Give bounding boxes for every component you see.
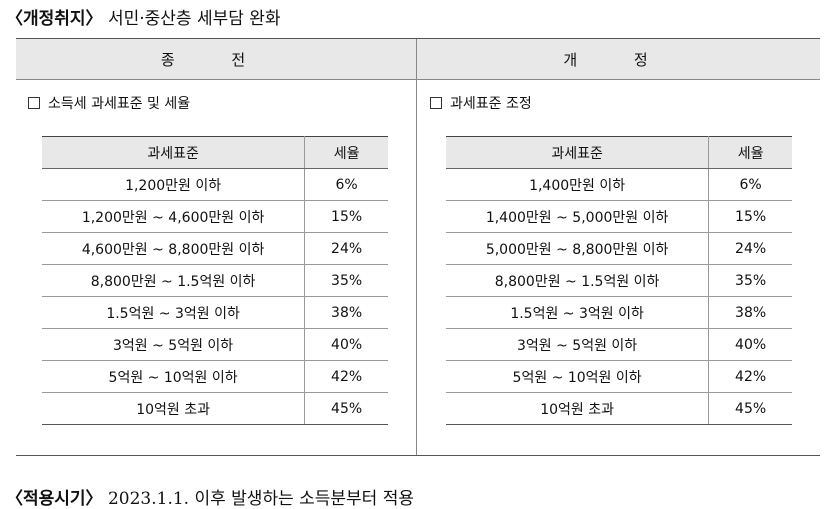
tax-rate-cell: 45% [304,392,388,425]
table-row: 1,200만원 이하 6% [42,168,388,201]
column-header-after: 개 정 [417,39,820,80]
table-row: 1,200만원 ~ 4,600만원 이하 15% [42,200,388,233]
tax-base-cell: 1.5억원 ~ 3억원 이하 [42,296,306,329]
table-row: 1.5억원 ~ 3억원 이하 38% [446,296,792,329]
table-row: 10억원 초과 45% [446,392,792,425]
purpose-label: 〈개정취지〉 [6,9,103,29]
tax-rate-cell: 42% [304,360,388,393]
tax-rate-cell: 35% [304,264,388,297]
purpose-text: 서민·중산층 세부담 완화 [102,9,281,29]
tax-base-cell: 1,200만원 ~ 4,600만원 이하 [42,200,306,233]
tax-rate-cell: 15% [708,200,792,233]
tax-base-cell: 10억원 초과 [446,392,710,425]
section-after: 과세표준 조정 [430,93,532,113]
header-tax-rate: 세율 [708,136,792,169]
table-row: 3억원 ~ 5억원 이하 40% [446,328,792,361]
tax-base-cell: 1,200만원 이하 [42,168,306,201]
tax-base-cell: 1,400만원 ~ 5,000만원 이하 [446,200,710,233]
tax-rate-cell: 6% [304,168,388,201]
table-row: 5,000만원 ~ 8,800만원 이하 24% [446,232,792,265]
tax-base-cell: 5억원 ~ 10억원 이하 [42,360,306,393]
tax-base-cell: 3억원 ~ 5억원 이하 [446,328,710,361]
table-row: 5억원 ~ 10억원 이하 42% [446,360,792,393]
tax-base-cell: 5,000만원 ~ 8,800만원 이하 [446,232,710,265]
checkbox-square-icon [430,97,442,109]
tax-base-cell: 1,400만원 이하 [446,168,710,201]
table-row: 1.5억원 ~ 3억원 이하 38% [42,296,388,329]
table-row: 1,400만원 ~ 5,000만원 이하 15% [446,200,792,233]
tax-base-cell: 1.5억원 ~ 3억원 이하 [446,296,710,329]
checkbox-square-icon [28,97,40,109]
tax-rate-cell: 40% [304,328,388,361]
tax-base-cell: 10억원 초과 [42,392,306,425]
column-divider [416,39,417,455]
tax-base-cell: 3억원 ~ 5억원 이하 [42,328,306,361]
section-before: 소득세 과세표준 및 세율 [28,93,190,113]
tax-rate-cell: 40% [708,328,792,361]
tax-rate-cell: 42% [708,360,792,393]
table-row: 8,800만원 ~ 1.5억원 이하 35% [42,264,388,297]
apply-label: 〈적용시기〉 [6,489,103,509]
apply-text: 2023.1.1. 이후 발생하는 소득분부터 적용 [102,489,415,509]
column-header-before: 종 전 [16,39,416,80]
rate-table-before: 과세표준 세율 1,200만원 이하 6% 1,200만원 ~ 4,600만원 이… [42,136,388,425]
tax-rate-cell: 45% [708,392,792,425]
tax-base-cell: 4,600만원 ~ 8,800만원 이하 [42,232,306,265]
rate-table-after: 과세표준 세율 1,400만원 이하 6% 1,400만원 ~ 5,000만원 이… [446,136,792,425]
tax-rate-cell: 38% [304,296,388,329]
header-tax-rate: 세율 [304,136,388,169]
tax-base-cell: 8,800만원 ~ 1.5억원 이하 [42,264,306,297]
header-tax-base: 과세표준 [446,136,710,169]
tax-rate-cell: 24% [304,232,388,265]
table-row: 8,800만원 ~ 1.5억원 이하 35% [446,264,792,297]
purpose-heading: 〈개정취지〉 서민·중산층 세부담 완화 [6,4,281,29]
table-row: 5억원 ~ 10억원 이하 42% [42,360,388,393]
tax-rate-cell: 38% [708,296,792,329]
tax-rate-cell: 15% [304,200,388,233]
tax-base-cell: 5억원 ~ 10억원 이하 [446,360,710,393]
tax-base-cell: 8,800만원 ~ 1.5억원 이하 [446,264,710,297]
table-row: 4,600만원 ~ 8,800만원 이하 24% [42,232,388,265]
section-before-label: 소득세 과세표준 및 세율 [48,96,191,112]
table-row: 3억원 ~ 5억원 이하 40% [42,328,388,361]
tax-rate-cell: 35% [708,264,792,297]
comparison-table: 종 전 개 정 소득세 과세표준 및 세율 과세표준 조정 과세표준 세율 1,… [16,38,820,456]
section-after-label: 과세표준 조정 [450,96,532,112]
tax-rate-cell: 6% [708,168,792,201]
table-row: 1,400만원 이하 6% [446,168,792,201]
header-tax-base: 과세표준 [42,136,306,169]
apply-heading: 〈적용시기〉 2023.1.1. 이후 발생하는 소득분부터 적용 [6,484,414,509]
tax-rate-cell: 24% [708,232,792,265]
table-row: 10억원 초과 45% [42,392,388,425]
